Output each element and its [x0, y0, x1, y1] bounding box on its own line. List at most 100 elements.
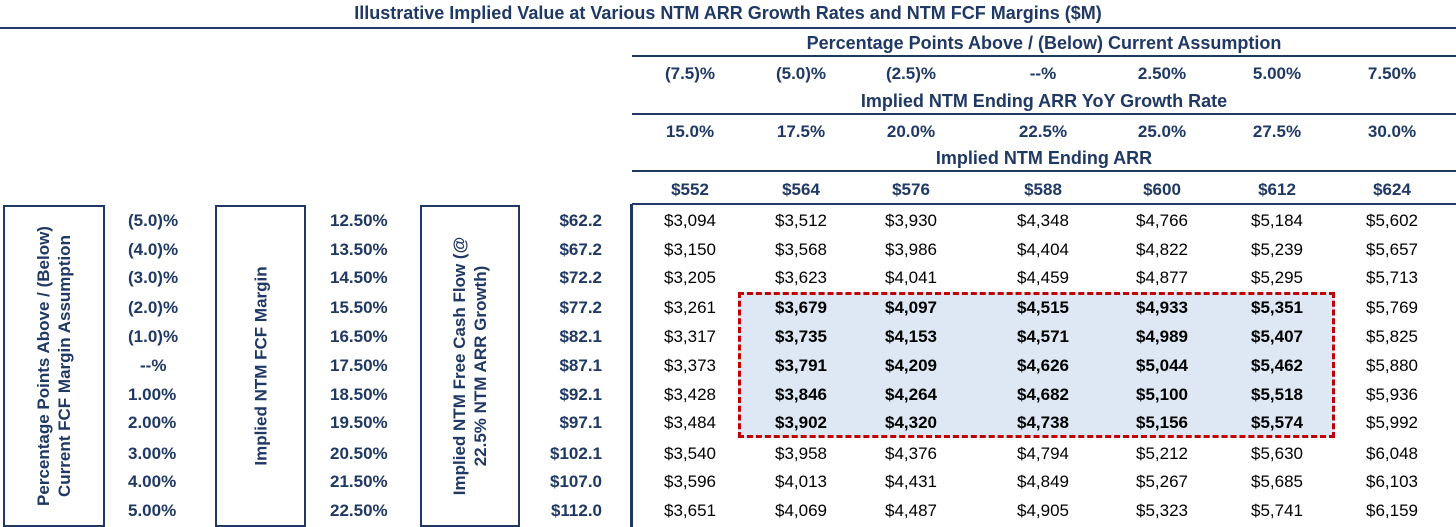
row-pp: 1.00%: [128, 385, 177, 404]
margin-label: Implied NTM FCF Margin: [251, 266, 270, 466]
value-cell: $5,407: [1251, 327, 1303, 346]
value-cell: $4,571: [1017, 327, 1069, 346]
value-cell: $4,431: [885, 472, 937, 491]
row-fcf: $107.0: [550, 472, 602, 491]
row-fcf: $67.2: [559, 240, 602, 259]
value-cell: $5,769: [1366, 298, 1418, 317]
arr-value-2: $576: [892, 180, 930, 199]
value-cell: $5,184: [1251, 211, 1303, 230]
growth-value-4: 25.0%: [1137, 122, 1187, 141]
value-cell: $4,849: [1017, 472, 1069, 491]
value-cell: $5,741: [1251, 501, 1303, 520]
row-pp: (3.0)%: [128, 268, 179, 287]
pp-value-3: --%: [1029, 64, 1057, 83]
value-cell: $4,013: [775, 472, 827, 491]
row-fcf: $82.1: [559, 327, 602, 346]
value-cell: $4,041: [885, 268, 937, 287]
value-cell: $4,989: [1136, 327, 1188, 346]
value-cell: $3,846: [775, 385, 827, 404]
value-cell: $3,930: [885, 211, 937, 230]
value-cell: $4,320: [885, 413, 937, 432]
growth-value-5: 27.5%: [1252, 122, 1302, 141]
row-margin: 19.50%: [330, 413, 388, 432]
value-cell: $4,487: [885, 501, 937, 520]
pp-value-5: 5.00%: [1252, 64, 1302, 83]
value-cell: $4,209: [885, 356, 937, 375]
arr-header: Implied NTM Ending ARR: [935, 148, 1153, 168]
value-cell: $4,626: [1017, 356, 1069, 375]
value-cell: $4,153: [885, 327, 937, 346]
arr-value-0: $552: [671, 180, 709, 199]
margin-label-box: Implied NTM FCF Margin: [215, 205, 306, 527]
value-cell: $4,933: [1136, 298, 1188, 317]
value-cell: $5,044: [1136, 356, 1188, 375]
value-cell: $5,685: [1251, 472, 1303, 491]
value-cell: $4,348: [1017, 211, 1069, 230]
value-cell: $5,295: [1251, 268, 1303, 287]
value-cell: $5,462: [1251, 356, 1303, 375]
value-cell: $5,267: [1136, 472, 1188, 491]
pp-fcf-label: Percentage Points Above / (Below) Curren…: [34, 226, 74, 506]
growth-value-0: 15.0%: [665, 122, 715, 141]
row-fcf: $72.2: [559, 268, 602, 287]
growth-header: Implied NTM Ending ARR YoY Growth Rate: [860, 91, 1228, 111]
growth-value-3: 22.5%: [1018, 122, 1068, 141]
value-cell: $5,936: [1366, 385, 1418, 404]
row-margin: 14.50%: [330, 268, 388, 287]
value-cell: $3,679: [775, 298, 827, 317]
value-cell: $3,373: [664, 356, 716, 375]
row-pp: 2.00%: [128, 413, 177, 432]
value-cell: $3,735: [775, 327, 827, 346]
value-cell: $6,048: [1366, 444, 1418, 463]
value-cell: $5,657: [1366, 240, 1418, 259]
value-cell: $4,459: [1017, 268, 1069, 287]
growth-value-1: 17.5%: [776, 122, 826, 141]
row-fcf: $97.1: [559, 413, 602, 432]
value-cell: $3,512: [775, 211, 827, 230]
row-fcf: $92.1: [559, 385, 602, 404]
arr-header-divider: [632, 170, 1456, 172]
row-pp: (4.0)%: [128, 240, 179, 259]
value-cell: $3,428: [664, 385, 716, 404]
value-cell: $3,484: [664, 413, 716, 432]
value-cell: $3,094: [664, 211, 716, 230]
pp-header: Percentage Points Above / (Below) Curren…: [806, 33, 1282, 53]
value-cell: $3,568: [775, 240, 827, 259]
value-cell: $4,097: [885, 298, 937, 317]
value-cell: $5,574: [1251, 413, 1303, 432]
row-fcf: $112.0: [550, 501, 602, 520]
row-pp: (2.0)%: [128, 298, 179, 317]
row-margin: 20.50%: [330, 444, 388, 463]
value-cell: $4,264: [885, 385, 937, 404]
value-cell: $5,100: [1136, 385, 1188, 404]
row-pp: (5.0)%: [128, 211, 179, 230]
arr-value-4: $600: [1143, 180, 1181, 199]
highlight-region: [738, 292, 1335, 438]
arr-value-5: $612: [1258, 180, 1296, 199]
pp-value-6: 7.50%: [1367, 64, 1417, 83]
value-cell: $5,323: [1136, 501, 1188, 520]
value-cell: $4,404: [1017, 240, 1069, 259]
row-fcf: $102.1: [550, 444, 602, 463]
value-cell: $3,902: [775, 413, 827, 432]
value-cell: $4,069: [775, 501, 827, 520]
row-pp: 4.00%: [128, 472, 177, 491]
value-cell: $5,992: [1366, 413, 1418, 432]
value-cell: $5,351: [1251, 298, 1303, 317]
pp-value-2: (2.5)%: [885, 64, 937, 83]
value-cell: $4,738: [1017, 413, 1069, 432]
value-cell: $4,822: [1136, 240, 1188, 259]
row-pp: 3.00%: [128, 444, 177, 463]
value-cell: $3,150: [664, 240, 716, 259]
row-pp: --%: [140, 356, 167, 375]
value-cell: $5,713: [1366, 268, 1418, 287]
arr-values-divider: [632, 203, 1456, 205]
value-cell: $4,766: [1136, 211, 1188, 230]
value-cell: $3,261: [664, 298, 716, 317]
value-cell: $4,376: [885, 444, 937, 463]
row-fcf: $62.2: [559, 211, 602, 230]
value-cell: $5,239: [1251, 240, 1303, 259]
value-cell: $5,880: [1366, 356, 1418, 375]
value-cell: $5,825: [1366, 327, 1418, 346]
row-pp: 5.00%: [128, 501, 177, 520]
